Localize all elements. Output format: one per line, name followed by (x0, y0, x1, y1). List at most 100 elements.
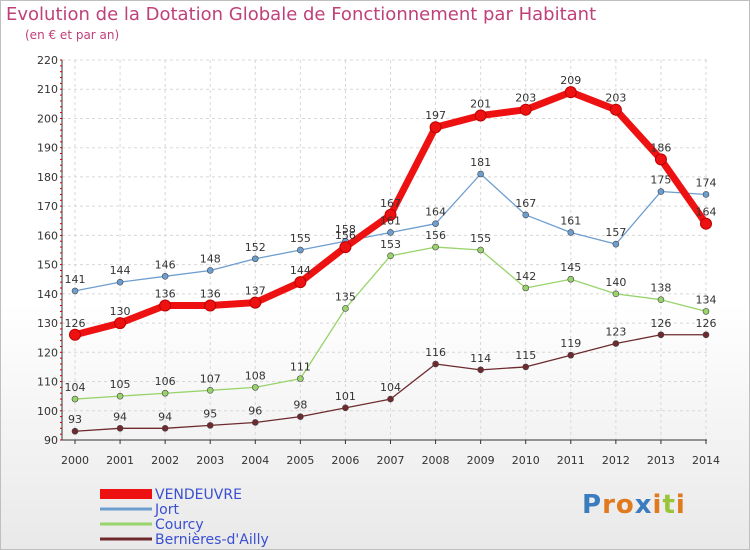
data-point-vendeuvre (609, 103, 622, 116)
y-tick-label: 110 (37, 376, 58, 389)
data-label-courcy: 145 (560, 261, 581, 274)
data-point-vendeuvre (204, 299, 217, 312)
data-label-vendeuvre: 156 (335, 229, 356, 242)
data-label-berni-res-d-ailly: 116 (425, 346, 446, 359)
data-point-berni-res-d-ailly (251, 419, 259, 426)
data-point-vendeuvre (114, 317, 127, 330)
data-point-courcy (612, 290, 620, 298)
data-point-courcy (702, 308, 710, 315)
data-point-vendeuvre (474, 109, 487, 122)
data-point-jort (522, 211, 530, 219)
x-tick-label: 2000 (61, 454, 89, 467)
legend-swatch (100, 489, 152, 499)
data-label-jort: 158 (335, 223, 356, 236)
x-tick-label: 2004 (241, 454, 269, 467)
data-point-vendeuvre (339, 241, 352, 254)
data-point-courcy (342, 305, 349, 312)
data-point-courcy (567, 275, 575, 283)
data-point-jort (161, 273, 169, 280)
logo-letter: i (652, 490, 663, 520)
data-point-berni-res-d-ailly (477, 366, 484, 374)
y-tick-label: 170 (37, 200, 58, 213)
data-point-berni-res-d-ailly (297, 413, 304, 420)
legend-label: Courcy (155, 517, 204, 533)
data-point-jort (387, 229, 394, 236)
y-tick-label: 90 (44, 434, 58, 447)
data-point-vendeuvre (429, 121, 442, 134)
data-point-vendeuvre (654, 153, 667, 166)
logo-letter: t (662, 490, 676, 520)
data-point-courcy (387, 252, 394, 260)
data-label-vendeuvre: 203 (515, 92, 536, 105)
data-label-vendeuvre: 201 (470, 98, 491, 111)
data-label-vendeuvre: 203 (605, 92, 626, 105)
data-point-vendeuvre (294, 276, 307, 289)
data-point-courcy (206, 387, 214, 394)
data-point-berni-res-d-ailly (612, 340, 620, 347)
data-label-vendeuvre: 136 (155, 288, 176, 301)
data-label-courcy: 156 (425, 229, 446, 242)
x-tick-label: 2001 (106, 454, 134, 467)
legend-swatch (100, 507, 152, 511)
y-tick-label: 180 (37, 171, 58, 184)
data-point-berni-res-d-ailly (522, 363, 530, 371)
data-label-courcy: 108 (245, 369, 266, 382)
data-label-jort: 157 (605, 226, 626, 239)
data-label-berni-res-d-ailly: 96 (248, 404, 262, 417)
logo-letter: x (634, 490, 653, 520)
data-point-vendeuvre (519, 103, 532, 116)
y-tick-label: 210 (37, 83, 58, 96)
data-point-vendeuvre (69, 328, 81, 341)
data-label-jort: 181 (470, 156, 491, 169)
data-label-berni-res-d-ailly: 93 (68, 413, 82, 426)
y-tick-label: 130 (37, 317, 58, 330)
data-label-courcy: 111 (290, 361, 311, 374)
data-label-jort: 174 (696, 176, 717, 189)
data-label-vendeuvre: 164 (696, 206, 717, 219)
x-tick-label: 2008 (422, 454, 450, 467)
data-point-courcy (251, 384, 259, 391)
data-point-courcy (477, 246, 484, 254)
data-label-berni-res-d-ailly: 94 (158, 410, 172, 423)
x-tick-label: 2006 (331, 454, 359, 467)
data-point-berni-res-d-ailly (657, 331, 665, 339)
data-label-vendeuvre: 130 (110, 305, 131, 318)
x-tick-label: 2014 (692, 454, 720, 467)
data-label-jort: 175 (650, 174, 671, 187)
axes: 90 100 110 120 130 140 150 160 170 180 190 200 210 22… (37, 54, 720, 467)
data-point-courcy (657, 296, 665, 303)
data-label-courcy: 155 (470, 232, 491, 245)
data-point-vendeuvre (249, 296, 262, 309)
x-tick-label: 2011 (557, 454, 585, 467)
data-label-berni-res-d-ailly: 101 (335, 390, 356, 403)
data-label-courcy: 105 (110, 378, 131, 391)
data-point-berni-res-d-ailly (387, 395, 394, 403)
data-point-berni-res-d-ailly (71, 427, 79, 435)
data-point-jort (297, 246, 304, 254)
x-tick-label: 2010 (512, 454, 540, 467)
data-label-jort: 152 (245, 241, 266, 254)
y-tick-label: 140 (37, 288, 58, 301)
chart-title: Evolution de la Dotation Globale de Fonc… (6, 4, 597, 25)
y-tick-label: 200 (37, 112, 58, 125)
x-tick-label: 2013 (647, 454, 675, 467)
data-label-courcy: 107 (200, 372, 221, 385)
legend-label: VENDEUVRE (155, 487, 242, 503)
data-point-berni-res-d-ailly (432, 360, 439, 368)
data-label-berni-res-d-ailly: 115 (515, 349, 536, 362)
data-label-vendeuvre: 126 (65, 317, 86, 330)
data-label-berni-res-d-ailly: 126 (696, 317, 717, 330)
data-label-jort: 164 (425, 206, 446, 219)
data-point-jort (116, 278, 124, 286)
data-point-jort (71, 287, 79, 295)
logo-letter: i (675, 490, 686, 520)
data-point-berni-res-d-ailly (161, 425, 169, 432)
data-label-vendeuvre: 144 (290, 264, 311, 277)
data-labels: 141 144 146 148 152 155 158 161 164 181 167 161 157 1… (65, 74, 717, 426)
data-label-vendeuvre: 209 (560, 74, 581, 87)
data-label-courcy: 134 (696, 293, 717, 306)
data-point-jort (251, 255, 259, 263)
